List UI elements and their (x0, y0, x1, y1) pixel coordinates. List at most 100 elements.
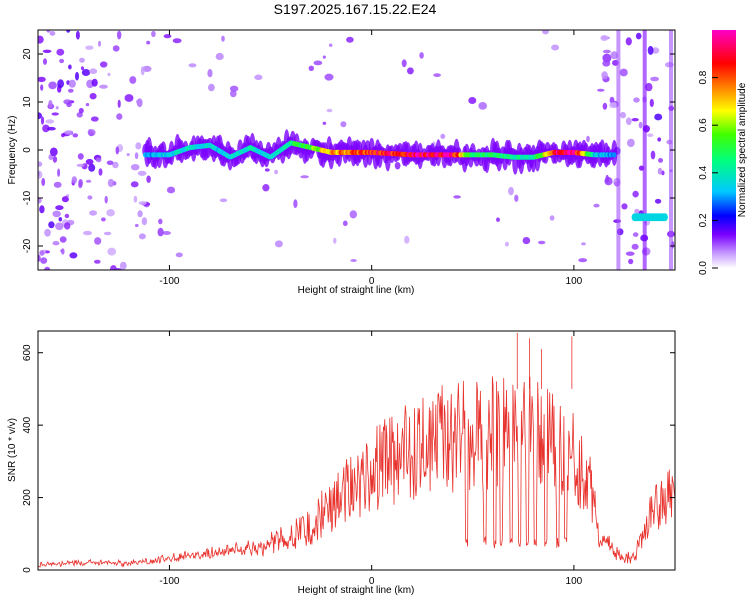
spectrogram-noise-mark (326, 108, 333, 113)
spectrogram-noise-mark (77, 153, 84, 160)
spectrogram-noise-mark (38, 197, 42, 204)
spectrogram-noise-mark (654, 113, 663, 121)
spectrogram-noise-mark (39, 250, 45, 256)
spectrogram-noise-mark (600, 35, 609, 41)
snr-panel: -100 0 100 0 200 400 600 Height of straight li… (7, 330, 676, 596)
spectrogram-noise-mark (138, 201, 147, 206)
spectrogram-noise-mark (419, 52, 424, 59)
spectrogram-noise-mark (647, 45, 654, 55)
spectrogram-xlabel: Height of straight line (km) (298, 285, 415, 296)
spectrogram-noise-mark (300, 175, 309, 179)
spectrogram-noise-mark (658, 158, 663, 163)
spectrogram-noise-mark (215, 52, 224, 61)
spectrogram-noise-mark (625, 117, 632, 126)
spectrogram-noise-mark (163, 34, 172, 39)
spectrogram-noise-mark (68, 79, 76, 88)
spectrogram-noise-mark (51, 112, 59, 116)
spectrogram-noise-mark (94, 259, 101, 264)
spectrogram-noise-mark (504, 241, 509, 247)
spectrogram-noise-mark (61, 196, 69, 203)
spectrogram-noise-mark (496, 217, 500, 222)
spectrogram-noise-mark (94, 237, 102, 245)
spectrogram-noise-mark (602, 49, 611, 54)
spectrogram-noise-mark (59, 58, 65, 64)
spectrogram-noise-mark (69, 252, 78, 259)
spectrogram-noise-mark (117, 30, 122, 40)
spectrogram-noise-mark (657, 167, 663, 175)
spectrogram-noise-mark (621, 203, 628, 210)
spectrogram-noise-mark (61, 133, 65, 138)
spectrogram-noise-mark (578, 258, 588, 263)
spectrogram-noise-mark (514, 194, 519, 202)
spectrogram-noise-mark (101, 217, 106, 222)
spectrogram-noise-mark (613, 178, 618, 183)
spectrogram-noise-mark (133, 195, 138, 203)
spectrogram-noise-mark (137, 210, 143, 218)
spectrogram-noise-mark (638, 121, 643, 129)
spectrogram-noise-mark (597, 88, 605, 92)
spectrogram-noise-mark (349, 210, 357, 219)
spectrogram-noise-mark (47, 126, 56, 131)
spectrogram-noise-mark (52, 241, 60, 246)
spectrogram-noise-mark (58, 217, 63, 222)
spectrogram-noise-mark (601, 71, 608, 80)
spectrogram-noise-mark (130, 181, 139, 188)
spectrogram-noise-mark (468, 97, 477, 104)
spectrogram-noise-mark (146, 40, 151, 45)
spectrogram-noise-mark (274, 240, 283, 248)
spectrogram-noise-mark (107, 247, 117, 256)
spectrogram-noise-mark (158, 218, 163, 225)
spectrogram-noise-mark (407, 67, 414, 75)
snr-xtick-label: 100 (566, 576, 583, 587)
spectrogram-noise-mark (46, 30, 51, 33)
spectrogram-noise-mark (657, 137, 661, 142)
spectrogram-noise-mark (40, 116, 45, 125)
spectrogram-late-mark (661, 213, 668, 222)
colorbar-tick-label: 0.2 (698, 213, 709, 227)
spectrogram-noise-mark (219, 198, 228, 203)
spectrogram-noise-mark (39, 205, 45, 214)
spectrogram-noise-mark (38, 161, 43, 167)
spectrogram-noise-mark (75, 71, 79, 81)
spectrogram-noise-mark (649, 98, 654, 108)
snr-series-line (38, 376, 675, 568)
spectrogram-noise-mark (59, 236, 67, 243)
spectrogram-noise-mark (100, 61, 108, 68)
spectrogram-noise-mark (78, 179, 83, 187)
spectrogram-noise-mark (116, 113, 123, 120)
spectrogram-noise-mark (55, 205, 64, 211)
spectrogram-noise-mark (632, 232, 639, 237)
spectrogram-noise-mark (49, 147, 58, 157)
spectrogram-noise-mark (609, 102, 618, 109)
spectrogram-noise-mark (157, 227, 164, 237)
spectrogram-noise-mark (230, 90, 237, 98)
spectrogram-noise-mark (135, 142, 142, 150)
spectrogram-noise-mark (602, 60, 611, 67)
spectrogram-noise-mark (508, 186, 514, 196)
spectrogram-noise-mark (55, 106, 59, 110)
spectrogram-noise-mark (88, 163, 96, 172)
spectrogram-noise-mark (633, 97, 640, 103)
snr-xlabel: Height of straight line (km) (298, 585, 415, 596)
snr-frame (37, 330, 676, 571)
spectrogram-noise-mark (602, 53, 612, 63)
spectrogram-noise-mark (63, 222, 71, 230)
spectrogram-noise-mark (38, 254, 41, 262)
spectrogram-noise-mark (79, 57, 85, 63)
spectrogram-noise-mark (635, 32, 642, 40)
spectrogram-ytick-label: 20 (22, 48, 33, 60)
spectrogram-noise-mark (38, 112, 42, 120)
spectrogram-ytick-label: -10 (22, 190, 33, 205)
colorbar-tick-label: 0.4 (698, 165, 709, 179)
spectrogram-noise-mark (71, 176, 78, 184)
spectrogram-noise-mark (346, 36, 354, 43)
spectrogram-noise-mark (41, 177, 46, 187)
spectrogram-noise-mark (85, 45, 94, 50)
spectrogram-noise-mark (89, 93, 97, 100)
colorbar-tick-label: 0.6 (698, 118, 709, 132)
spectrogram-noise-mark (634, 208, 640, 214)
spectrogram-xtick-label: 100 (566, 276, 583, 287)
spectrogram-noise-mark (40, 257, 48, 264)
spectrogram-noise-mark (137, 170, 147, 176)
